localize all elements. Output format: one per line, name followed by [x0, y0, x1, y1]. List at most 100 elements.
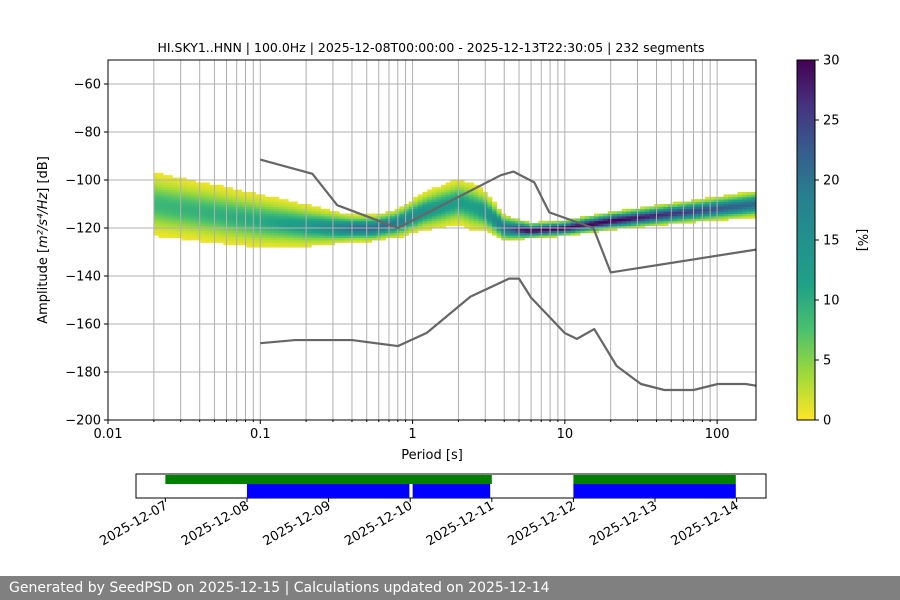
- psd-bin: [163, 196, 169, 200]
- psd-bin: [334, 230, 340, 234]
- psd-bin: [218, 235, 224, 238]
- colorbar-tick-label: 10: [823, 294, 840, 309]
- psd-bin: [413, 201, 419, 205]
- psd-bin: [746, 213, 752, 217]
- psd-bin: [422, 192, 428, 195]
- psd-bin: [172, 201, 178, 205]
- psd-bin: [269, 242, 275, 246]
- psd-bin: [478, 189, 484, 193]
- psd-bin: [177, 204, 183, 207]
- psd-bin: [598, 223, 604, 226]
- psd-bin: [306, 237, 312, 241]
- psd-bin: [464, 218, 470, 222]
- psd-bin: [325, 208, 331, 212]
- psd-bin: [214, 218, 220, 222]
- psd-bin: [255, 244, 261, 248]
- psd-bin: [408, 208, 414, 212]
- psd-bin: [186, 232, 192, 236]
- psd-bin: [200, 196, 206, 200]
- psd-bin: [181, 218, 187, 222]
- psd-bin: [366, 230, 372, 234]
- psd-bin: [357, 235, 363, 238]
- psd-bin: [334, 218, 340, 222]
- psd-bin: [223, 216, 229, 219]
- psd-bin: [436, 189, 442, 193]
- psd-bin: [246, 244, 252, 248]
- psd-bin: [200, 228, 206, 231]
- psd-bin: [723, 194, 729, 198]
- psd-bin: [232, 201, 238, 205]
- psd-bin: [445, 199, 451, 202]
- psd-bin: [436, 213, 442, 217]
- psd-bin: [209, 184, 215, 188]
- psd-bin: [153, 230, 159, 234]
- psd-bin: [195, 196, 201, 200]
- psd-bin: [334, 223, 340, 226]
- psd-bin: [394, 232, 400, 236]
- psd-bin: [237, 211, 243, 214]
- psd-bin: [214, 204, 220, 207]
- psd-bin: [371, 237, 377, 241]
- psd-bin: [677, 211, 683, 214]
- psd-bin: [491, 208, 498, 212]
- psd-bin: [241, 235, 247, 238]
- psd-bin: [732, 196, 738, 200]
- psd-bin: [343, 237, 349, 241]
- psd-bin: [302, 213, 308, 217]
- psd-bin: [297, 237, 303, 241]
- psd-bin: [644, 211, 650, 214]
- psd-bin: [163, 199, 169, 202]
- psd-bin: [218, 194, 224, 198]
- psd-bin: [667, 218, 674, 222]
- psd-bin: [353, 223, 359, 226]
- psd-bin: [302, 208, 308, 212]
- y-tick-label: −200: [65, 414, 101, 429]
- psd-bin: [237, 242, 243, 246]
- psd-bin: [218, 187, 224, 190]
- psd-bin: [181, 187, 187, 190]
- psd-bin: [209, 237, 215, 241]
- psd-bin: [190, 232, 196, 236]
- psd-bin: [519, 228, 525, 231]
- psd-bin: [422, 211, 428, 214]
- psd-bin: [274, 235, 280, 238]
- psd-bin: [533, 225, 539, 229]
- psd-bin: [315, 206, 321, 210]
- psd-bin: [306, 223, 312, 226]
- psd-bin: [718, 204, 724, 207]
- psd-bin: [427, 220, 433, 224]
- psd-bin: [464, 187, 470, 190]
- psd-bin: [431, 213, 437, 217]
- psd-bin: [181, 232, 187, 236]
- psd-bin: [473, 228, 479, 231]
- psd-bin: [329, 230, 335, 234]
- psd-bin: [241, 192, 247, 195]
- psd-bin: [441, 206, 447, 210]
- psd-bin: [728, 213, 734, 217]
- psd-bin: [408, 218, 414, 222]
- psd-bin: [283, 232, 289, 236]
- psd-bin: [371, 213, 377, 217]
- psd-bin: [510, 237, 516, 241]
- psd-bin: [158, 201, 164, 205]
- psd-bin: [353, 232, 359, 236]
- psd-bin: [445, 220, 451, 224]
- psd-bin: [454, 180, 460, 183]
- psd-bin: [427, 204, 433, 207]
- psd-bin: [524, 228, 530, 231]
- psd-bin: [454, 192, 460, 195]
- psd-bin: [283, 213, 289, 217]
- psd-bin: [445, 218, 451, 222]
- psd-bin: [612, 216, 618, 219]
- psd-bin: [278, 206, 284, 210]
- psd-bin: [218, 196, 224, 200]
- psd-bin: [283, 244, 289, 248]
- psd-bin: [325, 218, 331, 222]
- psd-bin: [246, 220, 252, 224]
- psd-bin: [640, 211, 646, 214]
- psd-bin: [329, 211, 335, 214]
- psd-bin: [505, 220, 511, 224]
- psd-bin: [510, 235, 516, 238]
- psd-bin: [177, 182, 183, 186]
- psd-bin: [283, 242, 289, 246]
